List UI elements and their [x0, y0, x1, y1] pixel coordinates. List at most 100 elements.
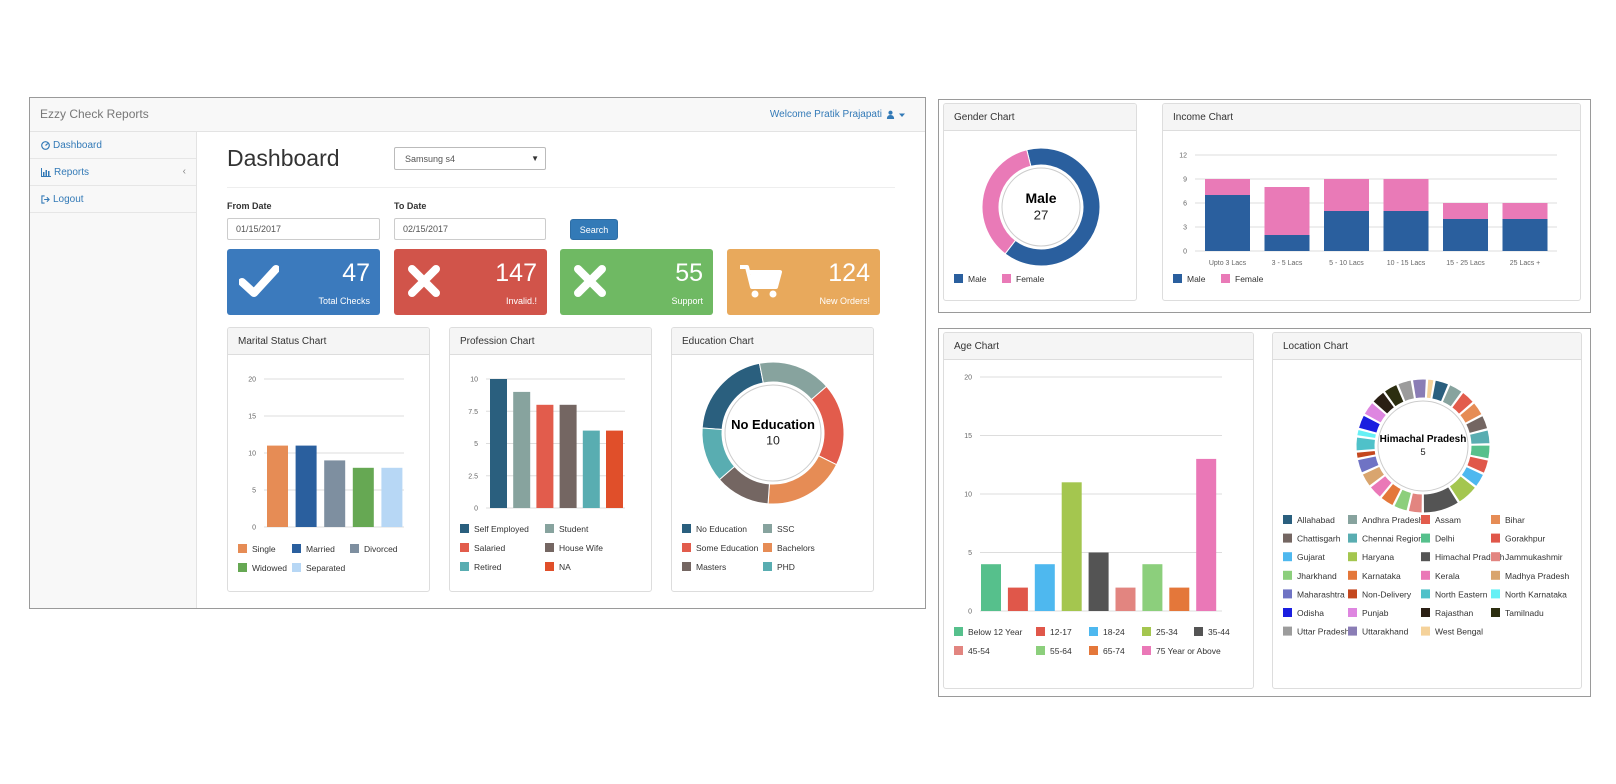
- legend-swatch: [1348, 608, 1357, 617]
- x-tick-label: 25 Lacs +: [1510, 260, 1541, 267]
- slice-gujarat: [1460, 465, 1485, 488]
- legend-swatch: [1491, 552, 1500, 562]
- from-date-input[interactable]: 01/15/2017: [227, 218, 380, 240]
- legend-swatch: [1348, 570, 1357, 580]
- y-tick-label: 20: [248, 377, 256, 384]
- donut-center-value: 5: [1420, 447, 1425, 458]
- legend-swatch: [1421, 589, 1430, 599]
- legend-swatch: [1348, 515, 1357, 524]
- y-tick-label: 7.5: [468, 409, 478, 416]
- legend-label: House Wife: [559, 543, 603, 553]
- slice-north-eastern: [1355, 436, 1377, 452]
- legend-label: Divorced: [364, 544, 398, 554]
- legend-swatch: [292, 563, 301, 572]
- legend-label: Female: [1016, 274, 1045, 284]
- legend-label: Kerala: [1435, 571, 1460, 581]
- bar-female-5: [1502, 203, 1548, 219]
- income-chart: 0 3 6 9 12 Upto 3 Lacs 3 - 5 Lacs 5 - 10 Lacs 10…: [1173, 153, 1557, 284]
- legend-swatch: [1421, 608, 1430, 617]
- legend-item: 25-34: [1142, 627, 1178, 637]
- education-chart: No Education 10 No Education SSC Some Educat…: [682, 361, 845, 572]
- bar-female-2: [1324, 179, 1369, 211]
- legend-label: 18-24: [1103, 627, 1125, 637]
- caret-down-icon: [899, 113, 905, 117]
- legend-label: North Eastern: [1435, 589, 1488, 599]
- x-tick-label: Upto 3 Lacs: [1209, 260, 1247, 267]
- legend-item: Separated: [292, 563, 345, 573]
- legend-item: Bachelors: [763, 543, 815, 553]
- slice-tamilnadu: [1383, 383, 1405, 408]
- legend-item: Punjab: [1348, 608, 1389, 618]
- slice-non-delivery: [1355, 449, 1377, 459]
- marital-status-chart: 0 5 10 15 20 Single Married Divorced Widowed Sepa…: [238, 377, 404, 573]
- sidebar: Dashboard Reports ‹ Logout: [30, 132, 197, 608]
- from-date-label: From Date: [227, 201, 272, 211]
- legend-swatch: [1036, 646, 1045, 655]
- y-tick-label: 9: [1183, 177, 1187, 184]
- y-tick-label: 0: [474, 506, 478, 513]
- sidebar-item-logout[interactable]: Logout: [30, 186, 196, 213]
- user-menu[interactable]: Welcome Pratik Prajapati: [770, 109, 905, 120]
- y-tick-label: 2.5: [468, 473, 478, 480]
- profession-chart: 0 2.5 5 7.5 10 Self Employed Student Salaried Ho…: [460, 377, 625, 572]
- legend-swatch: [1348, 533, 1357, 543]
- bar-self-employed: [490, 379, 507, 508]
- device-select[interactable]: Samsung s4 ▼: [394, 147, 546, 170]
- legend-swatch: [763, 524, 772, 533]
- legend-label: No Education: [696, 524, 747, 534]
- legend-label: Himachal Pradesh: [1435, 552, 1505, 562]
- stat-invalid[interactable]: 147 Invalid.!: [394, 249, 547, 315]
- legend-item: Tamilnadu: [1491, 608, 1544, 618]
- slice-delhi: [1469, 444, 1491, 460]
- stat-new-orders[interactable]: 124 New Orders!: [727, 249, 880, 315]
- legend-label: Allahabad: [1297, 515, 1335, 525]
- sidebar-item-reports[interactable]: Reports ‹: [30, 159, 196, 186]
- bar-25-34: [1061, 482, 1082, 611]
- legend-item: Female: [1002, 274, 1045, 284]
- legend-item: 45-54: [954, 646, 990, 656]
- stat-total-checks[interactable]: 47 Total Checks: [227, 249, 380, 315]
- legend-label: Separated: [306, 563, 345, 573]
- to-date-input[interactable]: 02/15/2017: [394, 218, 546, 240]
- bar-45-54: [1115, 587, 1136, 611]
- income-panel: Income Chart 0 3 6 9 12 Upto 3 Lacs 3 - 5 Lacs…: [1162, 103, 1581, 301]
- stat-support[interactable]: 55 Support: [560, 249, 713, 315]
- bar-male-3: [1383, 211, 1429, 251]
- panel-title: Age Chart: [944, 333, 1253, 360]
- stat-caption: Invalid.!: [505, 296, 537, 306]
- legend-label: Rajasthan: [1435, 608, 1474, 618]
- dashboard-icon: [41, 140, 50, 150]
- legend-label: Assam: [1435, 515, 1461, 525]
- legend-swatch: [1491, 533, 1500, 543]
- chevron-left-icon[interactable]: ‹: [182, 166, 186, 177]
- sidebar-item-dashboard[interactable]: Dashboard: [30, 132, 196, 159]
- x-tick-label: 3 - 5 Lacs: [1272, 260, 1303, 267]
- donut-inner-ring: [1001, 167, 1081, 247]
- legend-item: Uttar Pradesh: [1283, 626, 1350, 637]
- page-title: Dashboard: [227, 145, 340, 171]
- panel-title: Income Chart: [1163, 104, 1580, 131]
- legend-item: Self Employed: [460, 524, 529, 534]
- bar-35-44: [1088, 552, 1109, 611]
- y-tick-label: 10: [470, 377, 478, 384]
- y-tick-label: 5: [252, 488, 256, 495]
- donut-center-label: Himachal Pradesh: [1380, 434, 1467, 445]
- legend-item: 75 Year or Above: [1142, 646, 1221, 656]
- panel-title: Marital Status Chart: [228, 328, 429, 355]
- gender-chart: Male 27 Male Female: [954, 147, 1101, 284]
- y-tick-label: 10: [248, 451, 256, 458]
- select-value: Samsung s4: [405, 154, 456, 164]
- x-tick-label: 15 - 25 Lacs: [1446, 260, 1485, 267]
- slice-male: [1004, 147, 1101, 267]
- legend-item: No Education: [682, 524, 747, 534]
- app-brand[interactable]: Ezzy Check Reports: [40, 107, 149, 121]
- legend-swatch: [238, 563, 247, 572]
- legend-swatch: [954, 627, 963, 636]
- legend-swatch: [238, 544, 247, 553]
- legend-swatch: [350, 544, 359, 553]
- search-button[interactable]: Search: [570, 219, 618, 240]
- legend-swatch: [1221, 274, 1230, 283]
- welcome-text: Welcome Pratik Prajapati: [769, 109, 882, 120]
- legend-label: Uttar Pradesh: [1297, 627, 1350, 637]
- donut-center-label: Male: [1025, 190, 1056, 206]
